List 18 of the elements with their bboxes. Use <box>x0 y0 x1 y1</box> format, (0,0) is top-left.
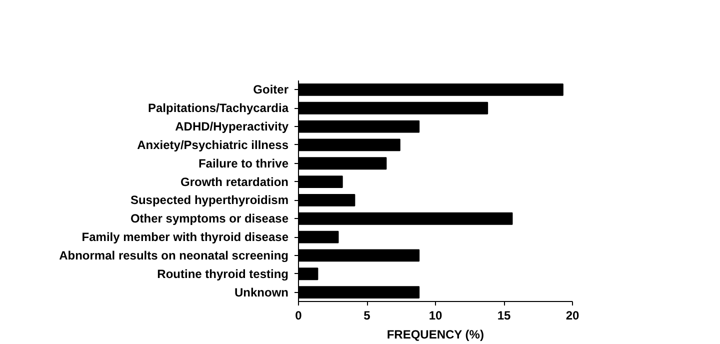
y-tick-label: Routine thyroid testing <box>157 266 288 281</box>
y-tick-label: Family member with thyroid disease <box>82 230 289 244</box>
x-tick-label: 5 <box>364 308 371 322</box>
y-tick-label: Growth retardation <box>180 174 289 189</box>
x-tick-label: 20 <box>566 308 580 322</box>
y-tick-label: Anxiety/Psychiatric illness <box>137 138 289 152</box>
x-tick-label: 10 <box>428 308 442 322</box>
y-tick-label: Abnormal results on neonatal screening <box>59 248 289 262</box>
y-tick-label: Palpitations/Tachycardia <box>148 101 289 116</box>
y-tick-label: ADHD/Hyperactivity <box>175 120 289 134</box>
y-tick-label: Goiter <box>253 82 289 97</box>
x-tick-label: 15 <box>497 308 511 322</box>
y-tick-label: Other symptoms or disease <box>130 212 289 226</box>
y-tick-label: Failure to thrive <box>198 156 289 170</box>
x-tick-label: 0 <box>295 308 302 322</box>
x-axis-title: FREQUENCY (%) <box>386 328 484 342</box>
y-tick-label: Suspected hyperthyroidism <box>130 193 289 208</box>
y-tick-label: Unknown <box>234 285 289 300</box>
